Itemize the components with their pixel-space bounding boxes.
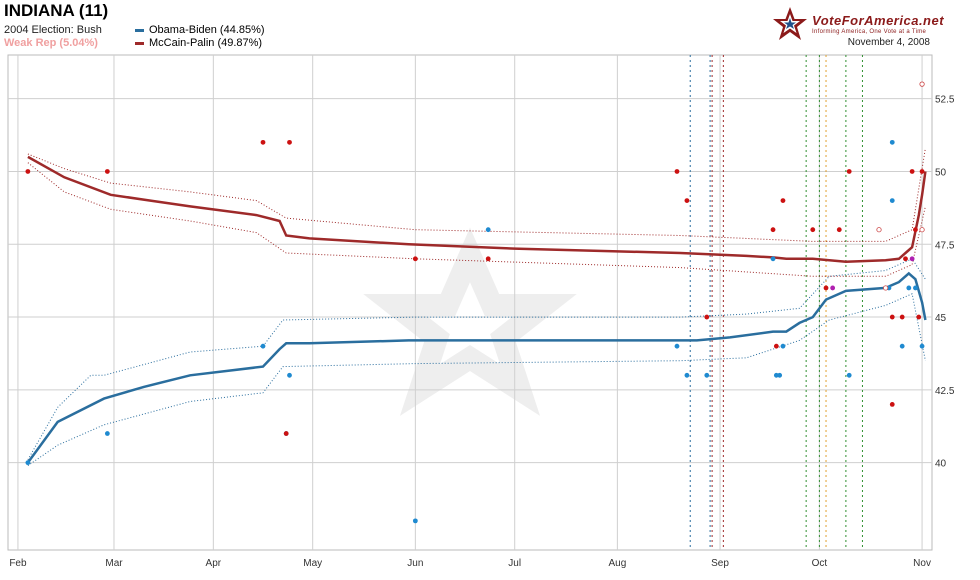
poll-point-mccain: [704, 314, 710, 320]
poll-point-obama: [919, 343, 925, 349]
poll-point-mccain: [770, 227, 776, 233]
poll-point-obama: [889, 139, 895, 145]
poll-point-obama: [674, 343, 680, 349]
poll-point-mccain: [823, 285, 829, 291]
page-title: INDIANA (11): [4, 1, 109, 20]
legend-item-mccain: McCain-Palin (49.87%): [135, 37, 262, 49]
x-tick-label: Apr: [206, 558, 222, 569]
poll-point-obama: [889, 198, 895, 203]
legend-swatch-obama: [135, 28, 144, 32]
poll-point-mccain: [916, 314, 922, 320]
poll-point-mccain: [913, 227, 918, 233]
trend-line-mccain: [27, 155, 927, 263]
poll-point-mccain: [25, 169, 31, 174]
legend-label-mccain: McCain-Palin (49.87%): [149, 37, 263, 49]
poll-point-open: [919, 227, 925, 233]
x-tick-label: Aug: [608, 558, 626, 569]
x-tick-label: Jun: [407, 558, 423, 569]
x-tick-label: May: [303, 558, 322, 569]
star-logo-icon: [773, 7, 807, 40]
poll-point-mccain: [485, 256, 491, 262]
legend-label-obama: Obama-Biden (44.85%): [149, 24, 265, 36]
poll-point-open: [876, 227, 882, 233]
site-logo[interactable]: VoteForAmerica.net Informing America, On…: [770, 5, 944, 45]
x-tick-label: Oct: [812, 558, 828, 569]
report-date: November 4, 2008: [847, 37, 930, 48]
logo-tagline: Informing America, One Vote at a Time: [812, 29, 927, 35]
x-tick-label: Sep: [711, 558, 729, 569]
band-lower-obama: [27, 293, 926, 467]
logo-text: VoteForAmerica.net: [812, 13, 945, 28]
poll-point-mccain: [810, 227, 816, 233]
y-tick-label: 52.5: [935, 95, 955, 106]
y-tick-label: 40: [935, 459, 947, 470]
legend-item-obama: Obama-Biden (44.85%): [135, 24, 265, 36]
poll-point-obama: [704, 372, 710, 378]
poll-point-obama: [899, 343, 905, 349]
poll-point-mccain: [903, 256, 908, 262]
poll-point-mccain: [773, 343, 779, 349]
poll-point-obama: [25, 460, 31, 466]
poll-point-mccain: [889, 402, 895, 407]
poll-point-mccain: [684, 198, 690, 203]
poll-point-obama: [104, 431, 110, 436]
poll-point-other: [830, 285, 836, 291]
x-tick-label: Feb: [9, 558, 27, 569]
watermark-star-icon: [363, 227, 577, 416]
x-tick-label: Nov: [913, 558, 931, 569]
election-2004-label: 2004 Election: Bush: [4, 24, 102, 36]
poll-point-mccain: [846, 169, 852, 174]
poll-point-obama: [780, 343, 786, 349]
poll-point-obama: [773, 372, 779, 378]
poll-point-mccain: [919, 169, 925, 174]
poll-point-mccain: [836, 227, 842, 233]
poll-point-obama: [412, 518, 418, 524]
y-tick-label: 50: [935, 167, 947, 178]
poll-point-obama: [684, 372, 690, 378]
poll-point-mccain: [412, 256, 418, 262]
poll-point-obama: [777, 372, 783, 378]
band-upper-mccain: [27, 148, 926, 242]
poll-point-obama: [846, 372, 852, 378]
poll-point-mccain: [780, 198, 786, 203]
poll-point-other: [909, 256, 915, 262]
poll-point-mccain: [889, 314, 895, 320]
x-tick-label: Mar: [105, 558, 123, 569]
poll-point-open: [883, 285, 889, 291]
poll-point-mccain: [674, 169, 680, 174]
poll-point-obama: [906, 285, 912, 291]
poll-point-mccain: [104, 169, 110, 174]
x-tick-label: Jul: [508, 558, 521, 569]
poll-point-obama: [770, 256, 776, 262]
trend-line-obama: [26, 271, 927, 464]
poll-point-mccain: [909, 169, 915, 174]
poll-point-mccain: [899, 314, 905, 320]
y-tick-label: 45: [935, 313, 947, 324]
band-upper-obama: [27, 258, 926, 460]
y-tick-label: 42.5: [935, 386, 955, 397]
band-lower-mccain: [27, 162, 926, 277]
poll-point-mccain: [287, 139, 292, 145]
poll-point-obama: [485, 227, 491, 233]
poll-point-mccain: [283, 431, 289, 436]
poll-point-obama: [287, 372, 292, 378]
poll-point-obama: [260, 343, 266, 349]
y-tick-label: 47.5: [935, 240, 955, 251]
plot-frame: [7, 54, 933, 551]
poll-point-open: [919, 81, 925, 87]
rating-label: Weak Rep (5.04%): [4, 37, 98, 49]
poll-point-obama: [913, 285, 918, 291]
poll-point-mccain: [260, 139, 266, 145]
legend-swatch-mccain: [135, 41, 144, 45]
